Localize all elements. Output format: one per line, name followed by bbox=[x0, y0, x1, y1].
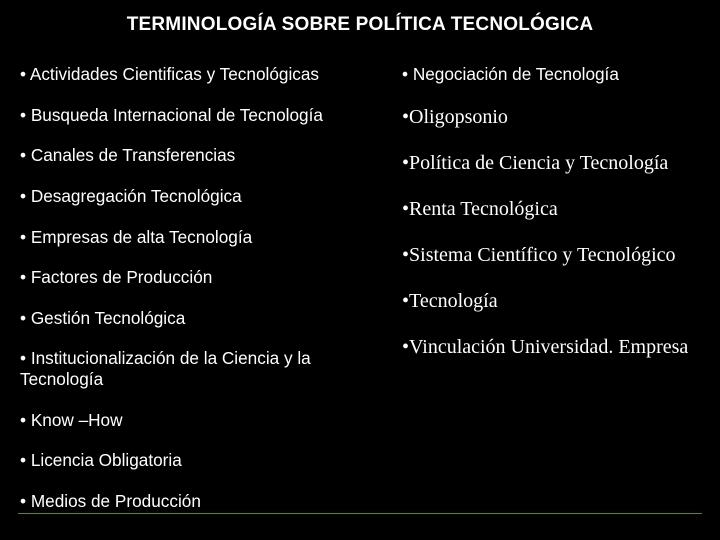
list-item: • Know –How bbox=[20, 410, 394, 431]
bullet-icon: • bbox=[20, 267, 26, 287]
left-column: • Actividades Cientificas y Tecnológicas… bbox=[20, 64, 400, 532]
bullet-icon: • bbox=[20, 145, 26, 165]
slide: TERMINOLOGÍA SOBRE POLÍTICA TECNOLÓGICA … bbox=[0, 0, 720, 540]
list-item: • Canales de Transferencias bbox=[20, 145, 394, 166]
bullet-icon: • bbox=[402, 290, 409, 312]
item-text: Canales de Transferencias bbox=[31, 145, 235, 165]
bullet-icon: • bbox=[402, 152, 409, 174]
item-text: Licencia Obligatoria bbox=[31, 450, 182, 470]
list-item: •Tecnología bbox=[402, 289, 700, 313]
item-text: Busqueda Internacional de Tecnología bbox=[31, 105, 323, 125]
bullet-icon: • bbox=[20, 450, 26, 470]
list-item: • Institucionalización de la Ciencia y l… bbox=[20, 348, 394, 389]
item-text: Medios de Producción bbox=[31, 491, 201, 511]
list-item: • Negociación de Tecnología bbox=[402, 64, 700, 85]
bullet-icon: • bbox=[20, 64, 26, 84]
list-item: •Vinculación Universidad. Empresa bbox=[402, 335, 700, 359]
list-item: • Actividades Cientificas y Tecnológicas bbox=[20, 64, 394, 85]
item-text: Oligopsonio bbox=[409, 106, 508, 128]
list-item: •Oligopsonio bbox=[402, 105, 700, 129]
bullet-icon: • bbox=[402, 244, 409, 266]
horizontal-rule bbox=[18, 513, 702, 514]
item-text: Sistema Científico y Tecnológico bbox=[409, 244, 676, 266]
item-text: Know –How bbox=[31, 410, 123, 430]
bullet-icon: • bbox=[20, 186, 26, 206]
bullet-icon: • bbox=[20, 227, 26, 247]
bullet-icon: • bbox=[20, 491, 26, 511]
list-item: • Busqueda Internacional de Tecnología bbox=[20, 105, 394, 126]
list-item: • Licencia Obligatoria bbox=[20, 450, 394, 471]
list-item: •Política de Ciencia y Tecnología bbox=[402, 151, 700, 175]
bullet-icon: • bbox=[402, 336, 409, 358]
list-item: •Sistema Científico y Tecnológico bbox=[402, 243, 700, 267]
item-text: Gestión Tecnológica bbox=[31, 308, 185, 328]
bullet-icon: • bbox=[402, 198, 409, 220]
bullet-icon: • bbox=[20, 105, 26, 125]
content-columns: • Actividades Cientificas y Tecnológicas… bbox=[20, 64, 700, 532]
bullet-icon: • bbox=[402, 64, 408, 84]
right-column: • Negociación de Tecnología •Oligopsonio… bbox=[400, 64, 700, 532]
list-item: • Empresas de alta Tecnología bbox=[20, 227, 394, 248]
item-text: Política de Ciencia y Tecnología bbox=[409, 152, 668, 174]
list-item: • Gestión Tecnológica bbox=[20, 308, 394, 329]
item-text: Desagregación Tecnológica bbox=[31, 186, 242, 206]
item-text: Empresas de alta Tecnología bbox=[31, 227, 252, 247]
bullet-icon: • bbox=[20, 348, 26, 368]
item-text: Vinculación Universidad. Empresa bbox=[409, 336, 688, 358]
slide-title: TERMINOLOGÍA SOBRE POLÍTICA TECNOLÓGICA bbox=[50, 14, 670, 36]
bullet-icon: • bbox=[20, 308, 26, 328]
item-text: Tecnología bbox=[409, 290, 498, 312]
item-text: Factores de Producción bbox=[31, 267, 213, 287]
item-text: Actividades Cientificas y Tecnológicas bbox=[30, 64, 319, 84]
item-text: Renta Tecnológica bbox=[409, 198, 558, 220]
list-item: •Renta Tecnológica bbox=[402, 197, 700, 221]
bullet-icon: • bbox=[20, 410, 26, 430]
list-item: • Factores de Producción bbox=[20, 267, 394, 288]
list-item: • Desagregación Tecnológica bbox=[20, 186, 394, 207]
item-text: Institucionalización de la Ciencia y la … bbox=[20, 348, 311, 389]
list-item: • Medios de Producción bbox=[20, 491, 394, 512]
item-text: Negociación de Tecnología bbox=[413, 64, 619, 84]
bullet-icon: • bbox=[402, 106, 409, 128]
